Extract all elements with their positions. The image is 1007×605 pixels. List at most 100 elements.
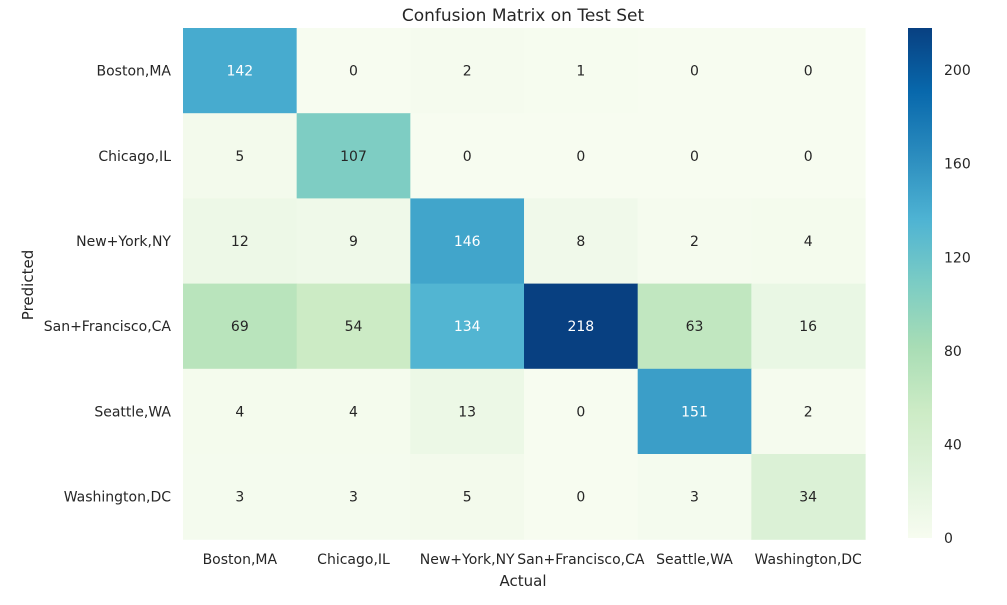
heatmap-cell (751, 28, 866, 114)
colorbar-tick-label: 80 (944, 344, 962, 360)
cell-value-label: 0 (349, 64, 358, 80)
cell-value-label: 34 (799, 490, 817, 506)
heatmap-cell (524, 113, 639, 199)
heatmap-cell (524, 198, 639, 285)
heatmap-cell (183, 368, 298, 455)
colorbar-ticks: 0 40 80 120 160 200 (944, 63, 971, 547)
cell-value-label: 0 (690, 64, 699, 80)
cell-value-label: 13 (458, 404, 476, 420)
cell-value-label: 16 (799, 319, 817, 335)
cell-value-label: 134 (454, 319, 481, 335)
cell-value-label: 8 (576, 234, 585, 250)
colorbar-tick-label: 160 (944, 157, 971, 173)
heatmap-cell (296, 113, 411, 199)
heatmap-cell (524, 283, 639, 370)
y-tick-label: Chicago,IL (98, 149, 171, 165)
cell-value-label: 9 (349, 234, 358, 250)
heatmap-cell (296, 28, 411, 114)
cell-value-label: 0 (576, 149, 585, 165)
colorbar-tick-label: 0 (944, 531, 953, 547)
colorbar-tick-label: 40 (944, 437, 962, 453)
heatmap-cell (637, 198, 752, 285)
y-tick-label: Seattle,WA (94, 404, 171, 420)
heatmap-cell (410, 368, 525, 455)
cell-value-label: 0 (804, 64, 813, 80)
colorbar-tick-label: 200 (944, 63, 971, 79)
heatmap-cell (183, 198, 298, 285)
x-tick-label: Washington,DC (755, 552, 863, 568)
cell-value-label: 54 (345, 319, 363, 335)
heatmap-cell-labels: 142 0 2 1 0 05 107 0 0 0 012 9 146 8 2 469 54 134 218 63 164… (226, 64, 817, 506)
heatmap-cell (524, 454, 639, 540)
heatmap-cell (751, 113, 866, 199)
heatmap-cell (410, 113, 525, 199)
cell-value-label: 146 (454, 234, 481, 250)
cell-value-label: 4 (235, 404, 244, 420)
cell-value-label: 69 (231, 319, 249, 335)
heatmap-cell (751, 283, 866, 370)
cell-value-label: 1 (576, 64, 585, 80)
x-tick-label: Boston,MA (203, 552, 278, 568)
heatmap-cell (637, 28, 752, 114)
cell-value-label: 5 (235, 149, 244, 165)
chart-title: Confusion Matrix on Test Set (402, 6, 645, 26)
heatmap-cell (524, 368, 639, 455)
heatmap-cell (183, 283, 298, 370)
cell-value-label: 12 (231, 234, 249, 250)
y-tick-labels: Boston,MA Chicago,IL New+York,NY San+Franci… (44, 64, 172, 506)
cell-value-label: 4 (804, 234, 813, 250)
colorbar-tick-label: 120 (944, 250, 971, 266)
heatmap-cell (637, 113, 752, 199)
cell-value-label: 0 (804, 149, 813, 165)
heatmap-cell (751, 454, 866, 540)
heatmap-cell (410, 28, 525, 114)
cell-value-label: 3 (690, 490, 699, 506)
colorbar (908, 28, 932, 538)
y-tick-label: Washington,DC (64, 490, 172, 506)
heatmap-cell (296, 368, 411, 455)
heatmap-cell (410, 198, 525, 285)
cell-value-label: 3 (349, 490, 358, 506)
heatmap-cell (183, 113, 298, 199)
heatmap-cell (751, 368, 866, 455)
heatmap-cell (751, 198, 866, 285)
heatmap-cell (183, 28, 298, 114)
cell-value-label: 63 (686, 319, 704, 335)
cell-value-label: 107 (340, 149, 367, 165)
x-tick-label: Chicago,IL (317, 552, 390, 568)
cell-value-label: 151 (681, 404, 708, 420)
cell-value-label: 5 (463, 490, 472, 506)
y-tick-label: Boston,MA (97, 64, 172, 80)
cell-value-label: 2 (804, 404, 813, 420)
cell-value-label: 0 (576, 404, 585, 420)
heatmap-cell (183, 454, 298, 540)
heatmap-cell (524, 28, 639, 114)
x-tick-label: New+York,NY (420, 552, 515, 568)
cell-value-label: 0 (576, 490, 585, 506)
heatmap-cell (296, 198, 411, 285)
cell-value-label: 3 (235, 490, 244, 506)
cell-value-label: 218 (567, 319, 594, 335)
y-tick-label: New+York,NY (76, 234, 171, 250)
x-axis-label: Actual (500, 572, 547, 590)
x-tick-label: Seattle,WA (656, 552, 733, 568)
cell-value-label: 0 (690, 149, 699, 165)
cell-value-label: 4 (349, 404, 358, 420)
heatmap-cell (410, 283, 525, 370)
heatmap-cell (410, 454, 525, 540)
cell-value-label: 2 (463, 64, 472, 80)
x-tick-label: San+Francisco,CA (517, 552, 645, 568)
heatmap-cell (637, 283, 752, 370)
y-axis-label: Predicted (19, 250, 37, 320)
cell-value-label: 0 (463, 149, 472, 165)
cell-value-label: 142 (226, 64, 253, 80)
heatmap-cell (637, 454, 752, 540)
y-tick-label: San+Francisco,CA (44, 319, 172, 335)
cell-value-label: 2 (690, 234, 699, 250)
heatmap-cell (296, 454, 411, 540)
heatmap-cells (183, 28, 866, 540)
heatmap-cell (296, 283, 411, 370)
heatmap-cell (637, 368, 752, 455)
x-tick-labels: Boston,MA Chicago,IL New+York,NY San+Franci… (203, 552, 862, 568)
